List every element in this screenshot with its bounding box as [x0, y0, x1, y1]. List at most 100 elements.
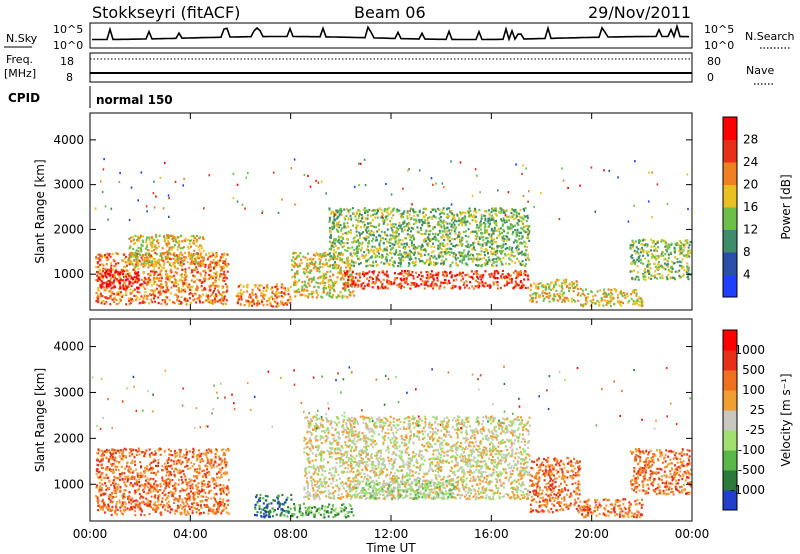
data-cell	[178, 290, 181, 294]
data-cell	[527, 200, 529, 203]
data-cell	[470, 270, 473, 273]
data-cell	[493, 226, 496, 229]
data-cell	[665, 248, 668, 251]
data-cell	[400, 282, 403, 285]
data-cell	[350, 264, 353, 267]
y-tick-label: 1000	[53, 267, 84, 281]
data-cell	[685, 240, 688, 243]
data-cell	[581, 292, 584, 295]
data-cell	[344, 262, 347, 265]
data-cell	[404, 272, 407, 275]
data-cell	[178, 239, 181, 243]
data-cell	[161, 492, 164, 495]
data-cell	[629, 255, 632, 258]
data-cell	[105, 259, 108, 262]
data-cell	[382, 237, 384, 240]
data-cell	[537, 282, 540, 285]
data-cell	[496, 214, 499, 217]
data-cell	[261, 301, 264, 304]
data-cell	[119, 172, 121, 175]
station-title: Stokkseyri (fitACF)	[92, 3, 240, 22]
data-cell	[607, 288, 610, 291]
data-cell	[506, 225, 509, 228]
data-cell	[236, 183, 239, 186]
data-cell	[185, 299, 188, 302]
data-cell	[462, 230, 465, 234]
data-cell	[122, 253, 125, 256]
data-cell	[499, 250, 502, 253]
data-cell	[568, 289, 570, 292]
data-cell	[444, 271, 447, 274]
data-cell	[335, 224, 338, 227]
data-cell	[659, 276, 662, 279]
data-cell	[343, 283, 346, 286]
data-cell	[151, 241, 154, 244]
data-cell	[525, 245, 528, 249]
data-cell	[429, 263, 432, 266]
data-cell	[497, 234, 500, 237]
data-cell	[97, 257, 100, 260]
data-cell	[191, 485, 194, 488]
data-cell	[153, 272, 156, 276]
data-cell	[135, 258, 138, 261]
data-cell	[325, 192, 327, 195]
data-cell	[355, 218, 358, 221]
data-cell	[219, 503, 222, 506]
data-cell	[218, 293, 221, 296]
data-cell	[402, 259, 404, 262]
data-cell	[619, 300, 622, 303]
data-cell	[483, 256, 486, 260]
data-cell	[169, 478, 171, 482]
data-cell	[381, 216, 384, 220]
data-cell	[407, 253, 410, 256]
data-cell	[132, 299, 135, 302]
data-cell	[488, 285, 491, 288]
data-cell	[113, 449, 116, 452]
data-cell	[149, 264, 152, 267]
data-cell	[200, 295, 202, 298]
data-cell	[102, 168, 105, 171]
data-cell	[350, 281, 353, 284]
data-cell	[663, 262, 666, 265]
data-cell	[152, 257, 155, 260]
data-cell	[360, 214, 363, 217]
data-cell	[273, 297, 275, 301]
data-cell	[646, 265, 649, 268]
data-cell	[387, 282, 390, 286]
data-cell	[631, 257, 634, 260]
data-cell	[226, 286, 229, 289]
data-cell	[553, 286, 556, 289]
data-cell	[483, 226, 486, 229]
data-cell	[337, 294, 340, 297]
data-cell	[508, 248, 511, 251]
data-cell	[583, 294, 586, 297]
data-cell	[461, 275, 464, 278]
data-cell	[311, 295, 314, 299]
data-cell	[515, 247, 518, 250]
data-cell	[473, 210, 476, 213]
data-cell	[526, 224, 529, 227]
data-cell	[422, 239, 425, 242]
data-cell	[130, 281, 133, 284]
data-cell	[339, 271, 342, 274]
data-cell	[341, 245, 344, 249]
data-cell	[511, 207, 514, 211]
data-cell	[488, 260, 491, 263]
data-cell	[401, 215, 404, 219]
data-cell	[679, 253, 681, 256]
data-cell	[413, 238, 416, 241]
data-cell	[307, 252, 310, 255]
data-cell	[161, 506, 164, 509]
data-cell	[284, 289, 287, 292]
data-cell	[217, 291, 220, 294]
data-cell	[319, 261, 321, 264]
data-cell	[495, 229, 498, 232]
data-cell	[152, 506, 155, 510]
data-cell	[343, 287, 346, 290]
data-cell	[217, 285, 220, 288]
data-cell	[307, 263, 309, 266]
data-cell	[157, 296, 160, 299]
data-cell	[148, 512, 151, 516]
data-cell	[103, 282, 106, 285]
data-cell	[168, 235, 171, 238]
